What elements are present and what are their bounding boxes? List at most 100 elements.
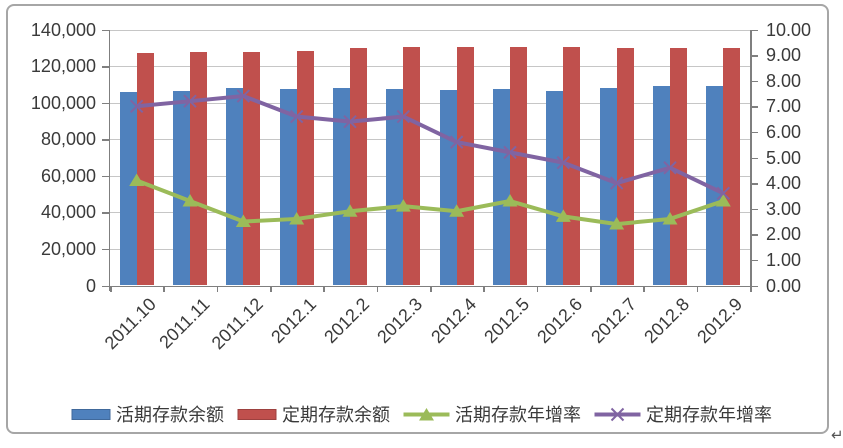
- y-axis-left-label: 0: [85, 275, 96, 296]
- y-axis-right-label: 10.00: [766, 19, 812, 40]
- y-axis-right-label: 7.00: [766, 96, 802, 117]
- x-axis-tick: [750, 287, 752, 292]
- y-axis-left-label: 120,000: [30, 56, 96, 77]
- y-axis-left-tick: [102, 66, 109, 68]
- y-axis-right-tick: [751, 157, 758, 159]
- legend-label-demand-deposit-balance: 活期存款余额: [116, 405, 224, 425]
- y-axis-left-label: 20,000: [40, 238, 96, 259]
- x-axis-tick: [216, 287, 219, 292]
- legend-marker-demand-deposit-growth: [403, 407, 449, 420]
- gridline: [110, 29, 750, 31]
- bar-time-deposit-balance[interactable]: [456, 46, 474, 286]
- line-time-deposit-growth[interactable]: [136, 94, 725, 196]
- x-marker-time-deposit-growth: [236, 89, 251, 103]
- x-marker-time-deposit-growth: [556, 155, 571, 170]
- bar-time-deposit-balance[interactable]: [296, 50, 314, 286]
- y-axis-right-tick: [751, 208, 758, 211]
- y-axis-left-tick: [102, 29, 109, 31]
- y-axis-right-tick: [751, 183, 758, 185]
- bar-time-deposit-balance[interactable]: [670, 48, 687, 286]
- bar-demand-deposit-balance[interactable]: [119, 92, 137, 286]
- legend-item-demand-deposit-growth[interactable]: 活期存款年增率: [403, 401, 581, 427]
- bar-demand-deposit-balance[interactable]: [546, 90, 564, 286]
- bar-demand-deposit-balance[interactable]: [386, 88, 404, 286]
- y-axis-right-tick: [751, 29, 758, 31]
- y-axis-left-tick: [102, 102, 109, 105]
- y-axis-right-tick: [751, 131, 758, 134]
- legend-label-time-deposit-growth: 定期存款年增率: [646, 405, 772, 425]
- triangle-marker-demand-deposit-growth: [235, 214, 251, 227]
- legend-marker-time-deposit-growth: [594, 407, 640, 421]
- x-axis-tick: [270, 287, 272, 292]
- x-marker-time-deposit-growth: [129, 99, 144, 114]
- x-marker-time-deposit-growth: [716, 186, 731, 201]
- paragraph-return-mark: ↵: [831, 427, 843, 444]
- triangle-marker-demand-deposit-growth: [289, 211, 305, 225]
- y-axis-left-tick: [102, 248, 109, 251]
- x-axis-tick: [110, 287, 112, 292]
- x-marker-time-deposit-growth: [396, 109, 411, 124]
- triangle-marker-demand-deposit-growth: [555, 209, 571, 222]
- bar-demand-deposit-balance[interactable]: [653, 86, 670, 286]
- x-marker-time-deposit-growth: [663, 161, 677, 175]
- line-demand-deposit-growth[interactable]: [135, 178, 724, 227]
- triangle-marker-demand-deposit-growth: [342, 204, 358, 217]
- gridline: [110, 248, 750, 250]
- bar-demand-deposit-balance[interactable]: [226, 88, 244, 286]
- y-axis-right-label: 3.00: [766, 198, 802, 219]
- bar-time-deposit-balance[interactable]: [403, 47, 421, 286]
- y-axis-right-tick: [751, 234, 758, 236]
- bar-time-deposit-balance[interactable]: [350, 48, 367, 286]
- y-axis-right-label: 9.00: [766, 45, 802, 66]
- bar-demand-deposit-balance[interactable]: [706, 86, 724, 286]
- y-axis-left-label: 40,000: [40, 202, 96, 223]
- triangle-marker-demand-deposit-growth: [395, 199, 411, 212]
- legend-label-demand-deposit-growth: 活期存款年增率: [455, 405, 581, 425]
- y-axis-right-label: 1.00: [766, 249, 802, 270]
- legend-item-demand-deposit-balance[interactable]: 活期存款余额: [71, 401, 224, 427]
- x-marker-time-deposit-growth: [289, 109, 304, 124]
- y-axis-left-tick: [102, 175, 109, 178]
- triangle-marker-demand-deposit-growth: [449, 204, 465, 217]
- bar-time-deposit-balance[interactable]: [510, 47, 527, 286]
- x-axis-tick: [323, 287, 325, 292]
- x-axis-tick: [536, 287, 539, 292]
- y-axis-right-label: 5.00: [766, 147, 802, 168]
- x-axis-tick: [590, 287, 592, 292]
- y-axis-right-tick: [751, 259, 758, 262]
- legend-swatch-demand-deposit-balance: [71, 408, 110, 420]
- bar-demand-deposit-balance[interactable]: [493, 89, 510, 286]
- bar-demand-deposit-balance[interactable]: [333, 87, 350, 286]
- legend-label-time-deposit-balance: 定期存款余额: [282, 405, 390, 425]
- triangle-marker-demand-deposit-growth: [502, 194, 518, 207]
- bar-time-deposit-balance[interactable]: [243, 51, 261, 286]
- triangle-marker-demand-deposit-growth: [182, 194, 198, 207]
- legend-item-time-deposit-balance[interactable]: 定期存款余额: [237, 401, 390, 427]
- y-axis-right-label: 8.00: [766, 70, 802, 91]
- x-marker-time-deposit-growth: [343, 114, 357, 129]
- y-axis-right-label: 0.00: [766, 275, 802, 296]
- bar-demand-deposit-balance[interactable]: [279, 88, 297, 286]
- x-marker-time-deposit-growth: [609, 176, 624, 190]
- triangle-marker-demand-deposit-growth: [129, 173, 145, 187]
- gridline: [110, 212, 750, 214]
- bar-time-deposit-balance[interactable]: [190, 51, 207, 286]
- x-axis-tick: [696, 287, 699, 292]
- gridline: [110, 175, 750, 177]
- x-axis-line: [108, 285, 752, 287]
- triangle-marker-demand-deposit-growth: [715, 194, 731, 207]
- bar-time-deposit-balance[interactable]: [723, 48, 741, 286]
- chart-legend: 活期存款余额 定期存款余额 活期存款年增率 定期存款年增率: [71, 401, 772, 427]
- legend-item-time-deposit-growth[interactable]: 定期存款年增率: [594, 401, 772, 427]
- bar-demand-deposit-balance[interactable]: [173, 91, 190, 286]
- bar-demand-deposit-balance[interactable]: [599, 88, 617, 286]
- y-axis-left-tick: [102, 212, 109, 214]
- x-axis-tick: [643, 287, 645, 292]
- x-marker-time-deposit-growth: [449, 135, 464, 149]
- y-axis-left-label: 100,000: [30, 92, 96, 113]
- y-axis-right-label: 4.00: [766, 173, 802, 194]
- gridline: [110, 102, 750, 104]
- y-axis-right-tick: [751, 106, 758, 108]
